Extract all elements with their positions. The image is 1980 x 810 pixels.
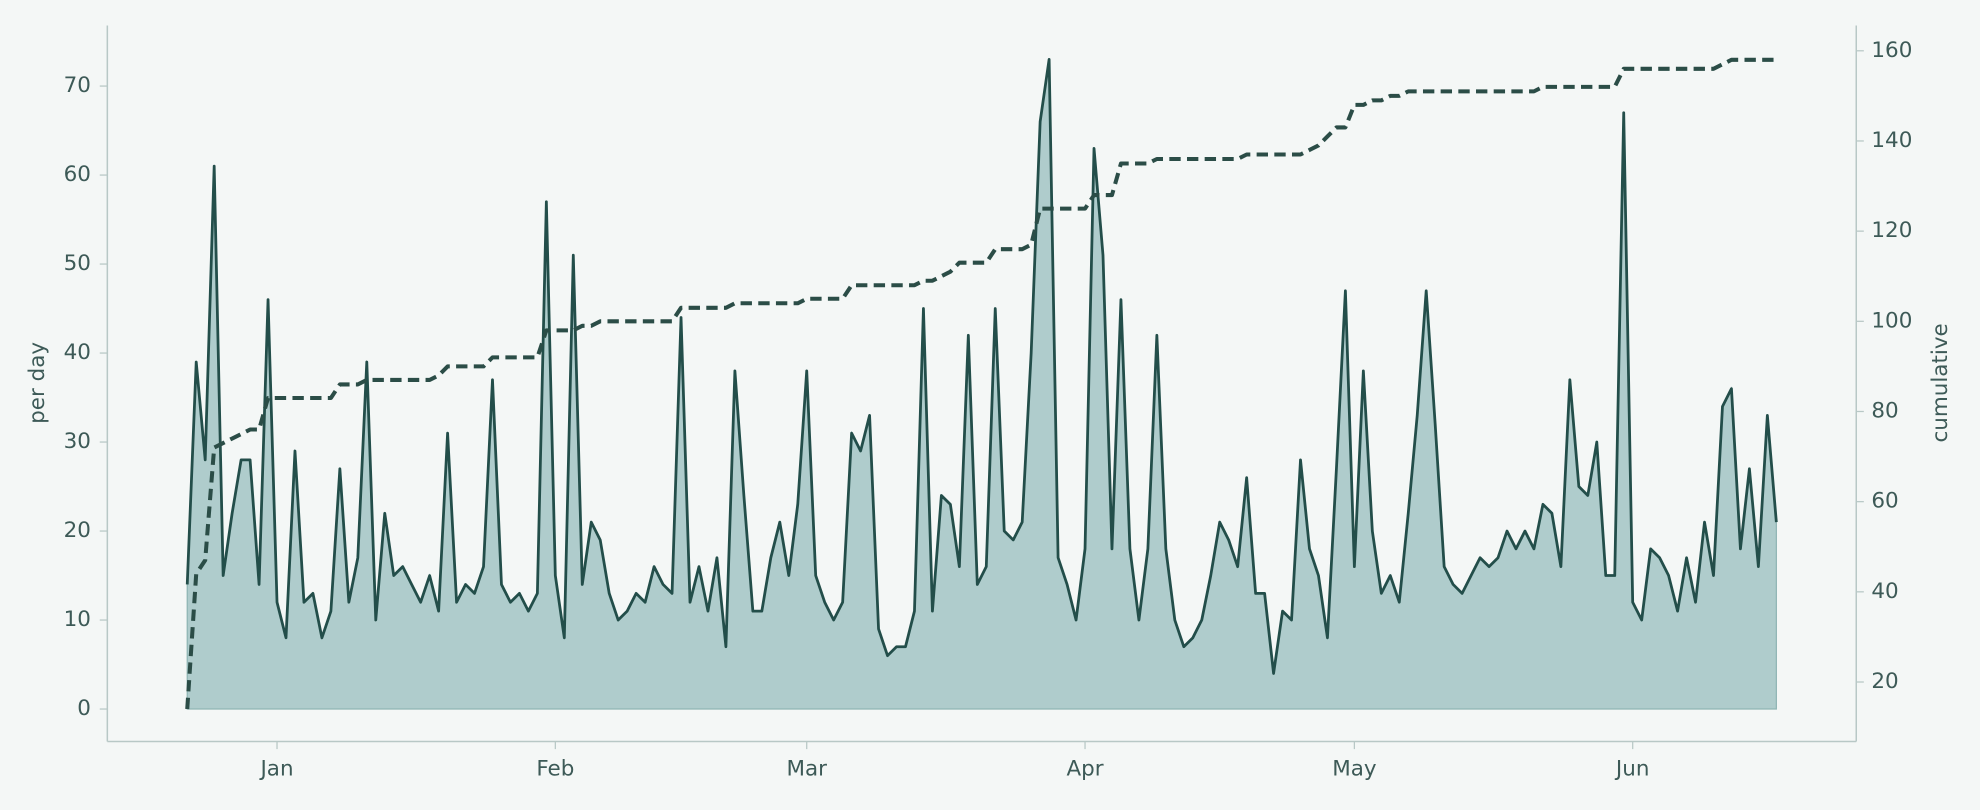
y-tick-label: 40 xyxy=(64,340,91,365)
x-tick-label: Apr xyxy=(1066,756,1103,781)
y-tick-label: 20 xyxy=(64,518,91,543)
x-tick-label: Jan xyxy=(258,756,293,781)
y2-tick-label: 120 xyxy=(1871,218,1912,243)
x-tick-label: Jun xyxy=(1614,756,1650,781)
line xyxy=(185,57,1777,710)
y-tick-label: 50 xyxy=(64,251,91,276)
y-tick-label: 60 xyxy=(64,162,91,187)
y2-tick-label: 40 xyxy=(1871,579,1898,604)
y-tick-label: 10 xyxy=(64,607,91,632)
y-axis-label: per day xyxy=(25,342,50,424)
y2-tick-label: 20 xyxy=(1871,669,1898,694)
y2-tick-label: 80 xyxy=(1871,398,1898,423)
y2-tick-label: 160 xyxy=(1871,38,1912,63)
x-tick-label: Mar xyxy=(786,756,827,781)
x-tick-label: Feb xyxy=(536,756,574,781)
y2-tick-label: 60 xyxy=(1871,489,1898,514)
y-tick-label: 0 xyxy=(77,696,91,721)
x-tick-label: May xyxy=(1332,756,1377,781)
y2-tick-label: 100 xyxy=(1871,308,1912,333)
y-tick-label: 70 xyxy=(64,73,91,98)
line xyxy=(185,57,1778,675)
y-tick-label: 30 xyxy=(64,429,91,454)
y2-tick-label: 140 xyxy=(1871,128,1912,153)
y2-axis-label: cumulative xyxy=(1928,323,1953,442)
